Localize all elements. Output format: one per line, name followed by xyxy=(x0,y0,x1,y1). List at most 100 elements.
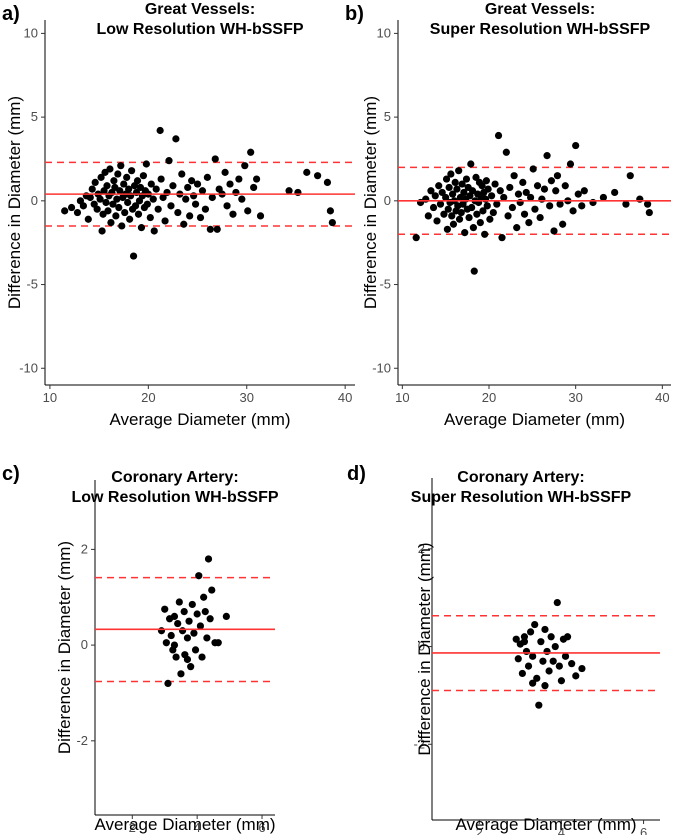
data-point xyxy=(572,672,580,680)
data-point xyxy=(622,200,630,208)
data-point xyxy=(200,593,208,601)
chart-title-line: Low Resolution WH-bSSFP xyxy=(96,21,303,38)
panel-label: b) xyxy=(345,3,364,25)
data-point xyxy=(479,207,487,215)
data-point xyxy=(213,225,221,233)
chart-title-line: Super Resolution WH-bSSFP xyxy=(411,489,632,506)
y-axis-label: Difference in Diameter (mm) xyxy=(55,541,74,754)
panel-label: c) xyxy=(2,463,20,485)
data-point xyxy=(178,170,186,178)
data-point xyxy=(162,639,170,647)
data-point xyxy=(183,634,192,642)
data-point xyxy=(540,185,549,193)
data-point xyxy=(486,215,494,223)
data-point xyxy=(178,627,187,635)
y-tick-label: -10 xyxy=(19,360,38,375)
data-point xyxy=(516,198,524,207)
y-axis-label: Difference in Diameter (mm) xyxy=(415,542,434,755)
data-point xyxy=(484,185,492,193)
data-point xyxy=(139,172,148,180)
data-point xyxy=(285,187,293,195)
data-point xyxy=(163,188,171,197)
data-point xyxy=(167,202,175,210)
data-point xyxy=(549,657,557,665)
data-point xyxy=(161,605,169,613)
data-point xyxy=(442,193,450,202)
data-point xyxy=(154,205,162,213)
data-point xyxy=(206,615,214,623)
data-point xyxy=(449,220,458,228)
y-tick-label: 2 xyxy=(418,541,425,556)
data-point xyxy=(529,679,537,687)
data-point xyxy=(478,182,486,190)
data-point xyxy=(536,213,544,222)
data-point xyxy=(520,638,529,646)
data-point xyxy=(88,185,96,193)
panel-label: d) xyxy=(347,463,366,485)
data-point xyxy=(589,198,597,207)
data-point xyxy=(214,639,222,647)
data-point xyxy=(535,701,543,709)
data-point xyxy=(129,252,138,260)
data-point xyxy=(328,218,336,227)
data-point xyxy=(539,657,547,665)
data-point xyxy=(561,182,569,190)
data-point xyxy=(467,160,475,168)
data-point xyxy=(196,622,205,630)
data-point xyxy=(191,200,200,208)
data-point xyxy=(115,203,123,212)
y-tick-label: 10 xyxy=(377,25,391,40)
data-point xyxy=(473,210,481,218)
data-point xyxy=(436,200,445,208)
data-point xyxy=(569,207,577,215)
data-point xyxy=(476,218,484,227)
data-point xyxy=(525,218,533,227)
data-point xyxy=(185,617,193,625)
data-point xyxy=(109,200,117,208)
data-point xyxy=(190,192,198,200)
data-point xyxy=(481,230,489,238)
data-point xyxy=(470,267,478,275)
data-point xyxy=(61,207,69,215)
data-point xyxy=(149,195,157,203)
data-point xyxy=(563,633,572,641)
data-point xyxy=(84,215,92,223)
data-point xyxy=(533,674,541,682)
data-point xyxy=(545,667,553,675)
data-point xyxy=(131,202,140,210)
data-point xyxy=(211,155,219,163)
x-tick-label: 20 xyxy=(141,390,155,405)
panel-c: c) Coronary Artery: Low Resolution WH-bSSF… xyxy=(2,463,279,835)
x-tick-label: 4 xyxy=(558,825,565,835)
data-point xyxy=(468,187,477,195)
x-tick-label: 30 xyxy=(240,390,254,405)
data-point xyxy=(195,572,203,580)
data-point xyxy=(174,619,182,628)
data-point xyxy=(440,210,448,218)
y-tick-label: 0 xyxy=(418,639,425,654)
y-tick-label: -2 xyxy=(413,736,425,751)
data-point xyxy=(543,152,551,160)
data-point xyxy=(559,220,567,228)
data-point xyxy=(568,660,576,668)
x-axis-label: Average Diameter (mm) xyxy=(444,410,625,429)
data-point xyxy=(449,190,457,198)
data-point xyxy=(645,208,653,217)
data-point xyxy=(146,213,154,222)
data-point xyxy=(124,198,132,207)
data-point xyxy=(203,173,211,181)
panel-a: a) Great Vessels: Low Resolution WH-bSSFP 1… xyxy=(2,1,355,429)
data-point xyxy=(493,200,501,208)
data-point xyxy=(206,225,214,233)
data-point xyxy=(510,172,518,180)
data-point xyxy=(102,198,110,207)
data-point xyxy=(323,178,332,187)
chart-title-line: Great Vessels: xyxy=(145,1,255,18)
data-point xyxy=(444,205,452,213)
data-point xyxy=(541,625,549,634)
data-point xyxy=(504,212,512,220)
data-point xyxy=(491,180,499,188)
data-point xyxy=(91,178,99,187)
data-point xyxy=(498,234,506,242)
